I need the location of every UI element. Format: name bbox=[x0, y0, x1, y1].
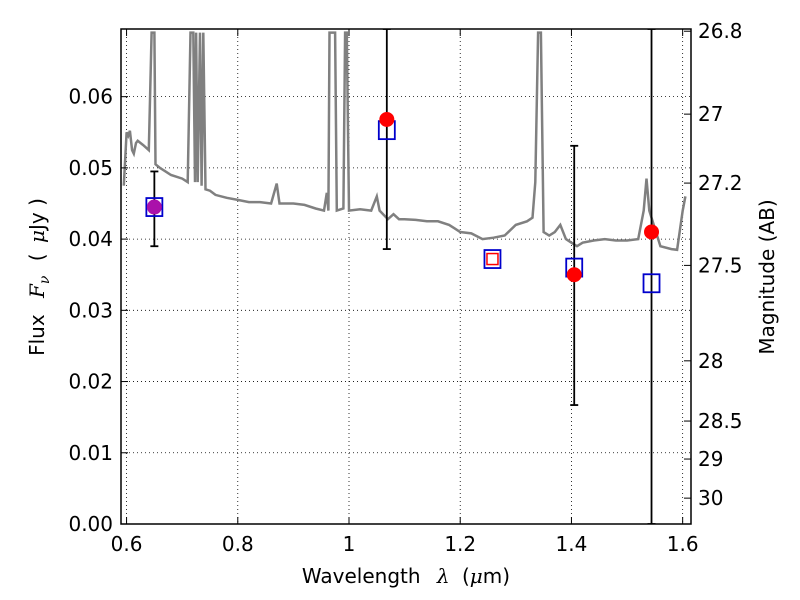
plot-area bbox=[122, 29, 687, 524]
y-axis-title: Flux Fν ( μJy ) bbox=[25, 198, 54, 356]
right-tick-label: 28 bbox=[698, 349, 723, 373]
x-tick-label: 1 bbox=[343, 532, 356, 556]
observed-flux-points bbox=[146, 111, 660, 283]
upper-limit-marker bbox=[486, 252, 499, 266]
y-axis-unit-open: ( bbox=[25, 253, 49, 261]
y-axis-unit-mu: μ bbox=[25, 230, 49, 243]
y-tick-label: 0.05 bbox=[68, 156, 113, 180]
x-axis-unit-mu: μ bbox=[470, 564, 483, 588]
right-tick-label: 29 bbox=[698, 447, 723, 471]
observed-flux-point bbox=[379, 111, 395, 127]
y-axis-title-prefix: Flux bbox=[25, 314, 49, 356]
x-axis-unit-rest: m) bbox=[483, 564, 510, 588]
right-tick-label: 27.2 bbox=[698, 171, 743, 195]
x-axis-ticks: 0.6 0.8 1 1.2 1.4 1.6 bbox=[111, 29, 699, 556]
upper-limit-markers bbox=[486, 252, 499, 266]
y-tick-label: 0.03 bbox=[68, 298, 113, 322]
y-tick-label: 0.06 bbox=[68, 85, 113, 109]
y-tick-label: 0.02 bbox=[68, 370, 113, 394]
observed-flux-point bbox=[644, 224, 660, 240]
y-axis-ticks: 0.00 0.01 0.02 0.03 0.04 0.05 0.06 bbox=[68, 85, 128, 536]
right-axis-title: Magnitude (AB) bbox=[755, 199, 779, 354]
right-tick-label: 27 bbox=[698, 102, 723, 126]
observed-flux-point bbox=[566, 267, 582, 283]
right-tick-label: 26.8 bbox=[698, 19, 743, 43]
x-tick-label: 0.6 bbox=[111, 532, 143, 556]
model-photometry-square bbox=[483, 249, 502, 269]
right-tick-label: 27.5 bbox=[698, 253, 743, 277]
x-axis-title: Wavelength λ (μm) bbox=[302, 564, 510, 588]
x-axis-unit-open: ( bbox=[462, 564, 470, 588]
y-tick-label: 0.00 bbox=[68, 512, 113, 536]
spectrum-model-line bbox=[122, 31, 687, 252]
right-axis-ticks: 26.8 27 27.2 27.5 28 28.5 29 30 bbox=[684, 19, 743, 510]
x-tick-label: 1.4 bbox=[556, 532, 588, 556]
y-axis-symbol-subscript: ν bbox=[37, 275, 53, 284]
x-tick-label: 1.6 bbox=[667, 532, 699, 556]
model-photometry-square bbox=[145, 197, 164, 217]
y-tick-label: 0.04 bbox=[68, 227, 113, 251]
y-axis-unit-rest: Jy ) bbox=[25, 198, 49, 232]
x-tick-label: 1.2 bbox=[444, 532, 476, 556]
model-photometry-square bbox=[642, 273, 661, 294]
observed-flux-point bbox=[146, 199, 162, 215]
x-tick-label: 0.8 bbox=[222, 532, 254, 556]
right-tick-label: 30 bbox=[698, 486, 723, 510]
x-axis-title-prefix: Wavelength bbox=[302, 564, 421, 588]
y-tick-label: 0.01 bbox=[68, 441, 113, 465]
x-axis-symbol: λ bbox=[436, 564, 450, 588]
right-tick-label: 28.5 bbox=[698, 409, 743, 433]
y-axis-symbol: F bbox=[25, 283, 49, 299]
plot-frame bbox=[120, 28, 692, 525]
